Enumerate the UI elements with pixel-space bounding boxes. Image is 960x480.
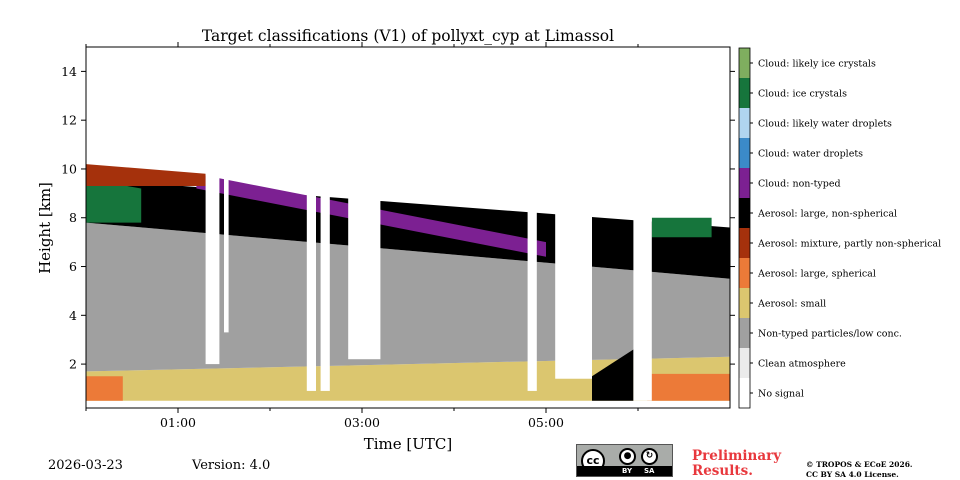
class-region-9 — [592, 349, 634, 401]
legend-swatch-2 — [739, 318, 750, 348]
no-signal-gap-3 — [320, 47, 330, 391]
legend-label-11: Cloud: likely ice crystals — [758, 59, 876, 70]
class-region-1 — [86, 376, 123, 401]
legend-swatch-3 — [739, 288, 750, 318]
legend-label-2: Non-typed particles/low conc. — [758, 329, 902, 340]
legend-label-0: No signal — [758, 389, 804, 400]
y-tick-label: 8 — [69, 210, 77, 225]
no-signal-gap-4 — [348, 47, 381, 360]
badge-bar — [577, 466, 672, 476]
legend-label-1: Clean atmosphere — [758, 359, 846, 370]
axes: 01:00 03:00 05:00 2 4 6 8 10 12 14 — [61, 42, 735, 430]
x-tick-label: 01:00 — [160, 415, 196, 430]
badge-by-label: BY — [622, 467, 633, 475]
copyright-line-2: CC BY SA 4.0 License. — [806, 470, 899, 479]
preliminary-line-1: Preliminary — [692, 448, 782, 464]
plot-area — [86, 47, 730, 408]
class-region-2 — [647, 373, 730, 401]
class-region-8 — [86, 164, 206, 186]
x-tick-label: 03:00 — [344, 415, 380, 430]
measurement-date: 2026-03-23 — [48, 458, 123, 473]
class-region-6 — [86, 178, 142, 223]
legend-label-10: Cloud: ice crystals — [758, 89, 847, 100]
colorbar-legend: No signal Clean atmosphere Non-typed parti… — [738, 47, 941, 409]
no-signal-gap-5 — [527, 47, 537, 391]
legend-swatch-5 — [739, 228, 750, 258]
class-region-7 — [651, 217, 712, 238]
legend-swatch-1 — [739, 348, 750, 378]
y-tick-label: 10 — [61, 161, 77, 176]
no-signal-gap-1 — [224, 47, 229, 333]
legend-label-6: Aerosol: large, non-spherical — [757, 209, 897, 220]
legend-swatch-7 — [739, 168, 750, 198]
version-label: Version: 4.0 — [192, 458, 271, 473]
cc-by-sa-license-badge: cc ● ↻ BY SA — [576, 444, 673, 477]
preliminary-line-2: Results. — [692, 463, 753, 479]
legend-label-5: Aerosol: mixture, partly non-spherical — [757, 239, 941, 250]
no-signal-gap-2 — [306, 47, 316, 391]
legend-swatch-10 — [739, 78, 750, 108]
legend-swatch-0 — [739, 378, 750, 408]
attribution-person-icon: ● — [619, 448, 636, 465]
share-alike-icon: ↻ — [641, 448, 658, 465]
legend-swatch-8 — [739, 138, 750, 168]
y-tick-label: 4 — [69, 308, 77, 323]
y-tick-label: 6 — [69, 259, 77, 274]
legend-swatch-4 — [739, 258, 750, 288]
no-signal-gap-0 — [205, 47, 220, 365]
badge-sa-label: SA — [644, 467, 655, 475]
copyright-notice: © TROPOS & ECoE 2026. CC BY SA 4.0 Licen… — [806, 460, 913, 480]
chart-title: Target classifications (V1) of pollyxt_c… — [202, 27, 614, 45]
legend-swatch-11 — [739, 48, 750, 78]
legend-frame — [738, 47, 751, 409]
y-axis-label: Height [km] — [36, 182, 54, 274]
legend-label-7: Cloud: non-typed — [758, 179, 841, 190]
legend-label-9: Cloud: likely water droplets — [758, 119, 892, 130]
y-tick-label: 14 — [61, 64, 77, 79]
x-tick-label: 05:00 — [528, 415, 564, 430]
legend-label-3: Aerosol: small — [757, 299, 826, 310]
no-signal-gap-7 — [633, 47, 652, 401]
legend-label-4: Aerosol: large, spherical — [757, 269, 876, 280]
y-tick-label: 2 — [69, 357, 77, 372]
legend-label-8: Cloud: water droplets — [758, 149, 863, 160]
x-axis-label: Time [UTC] — [364, 435, 453, 453]
plot-frame — [85, 46, 731, 409]
copyright-line-1: © TROPOS & ECoE 2026. — [806, 460, 913, 469]
no-signal-gap-6 — [555, 47, 592, 379]
legend-swatch-6 — [739, 198, 750, 228]
preliminary-results-notice: Preliminary Results. — [692, 449, 781, 479]
legend-swatch-9 — [739, 108, 750, 138]
y-tick-label: 12 — [61, 113, 77, 128]
